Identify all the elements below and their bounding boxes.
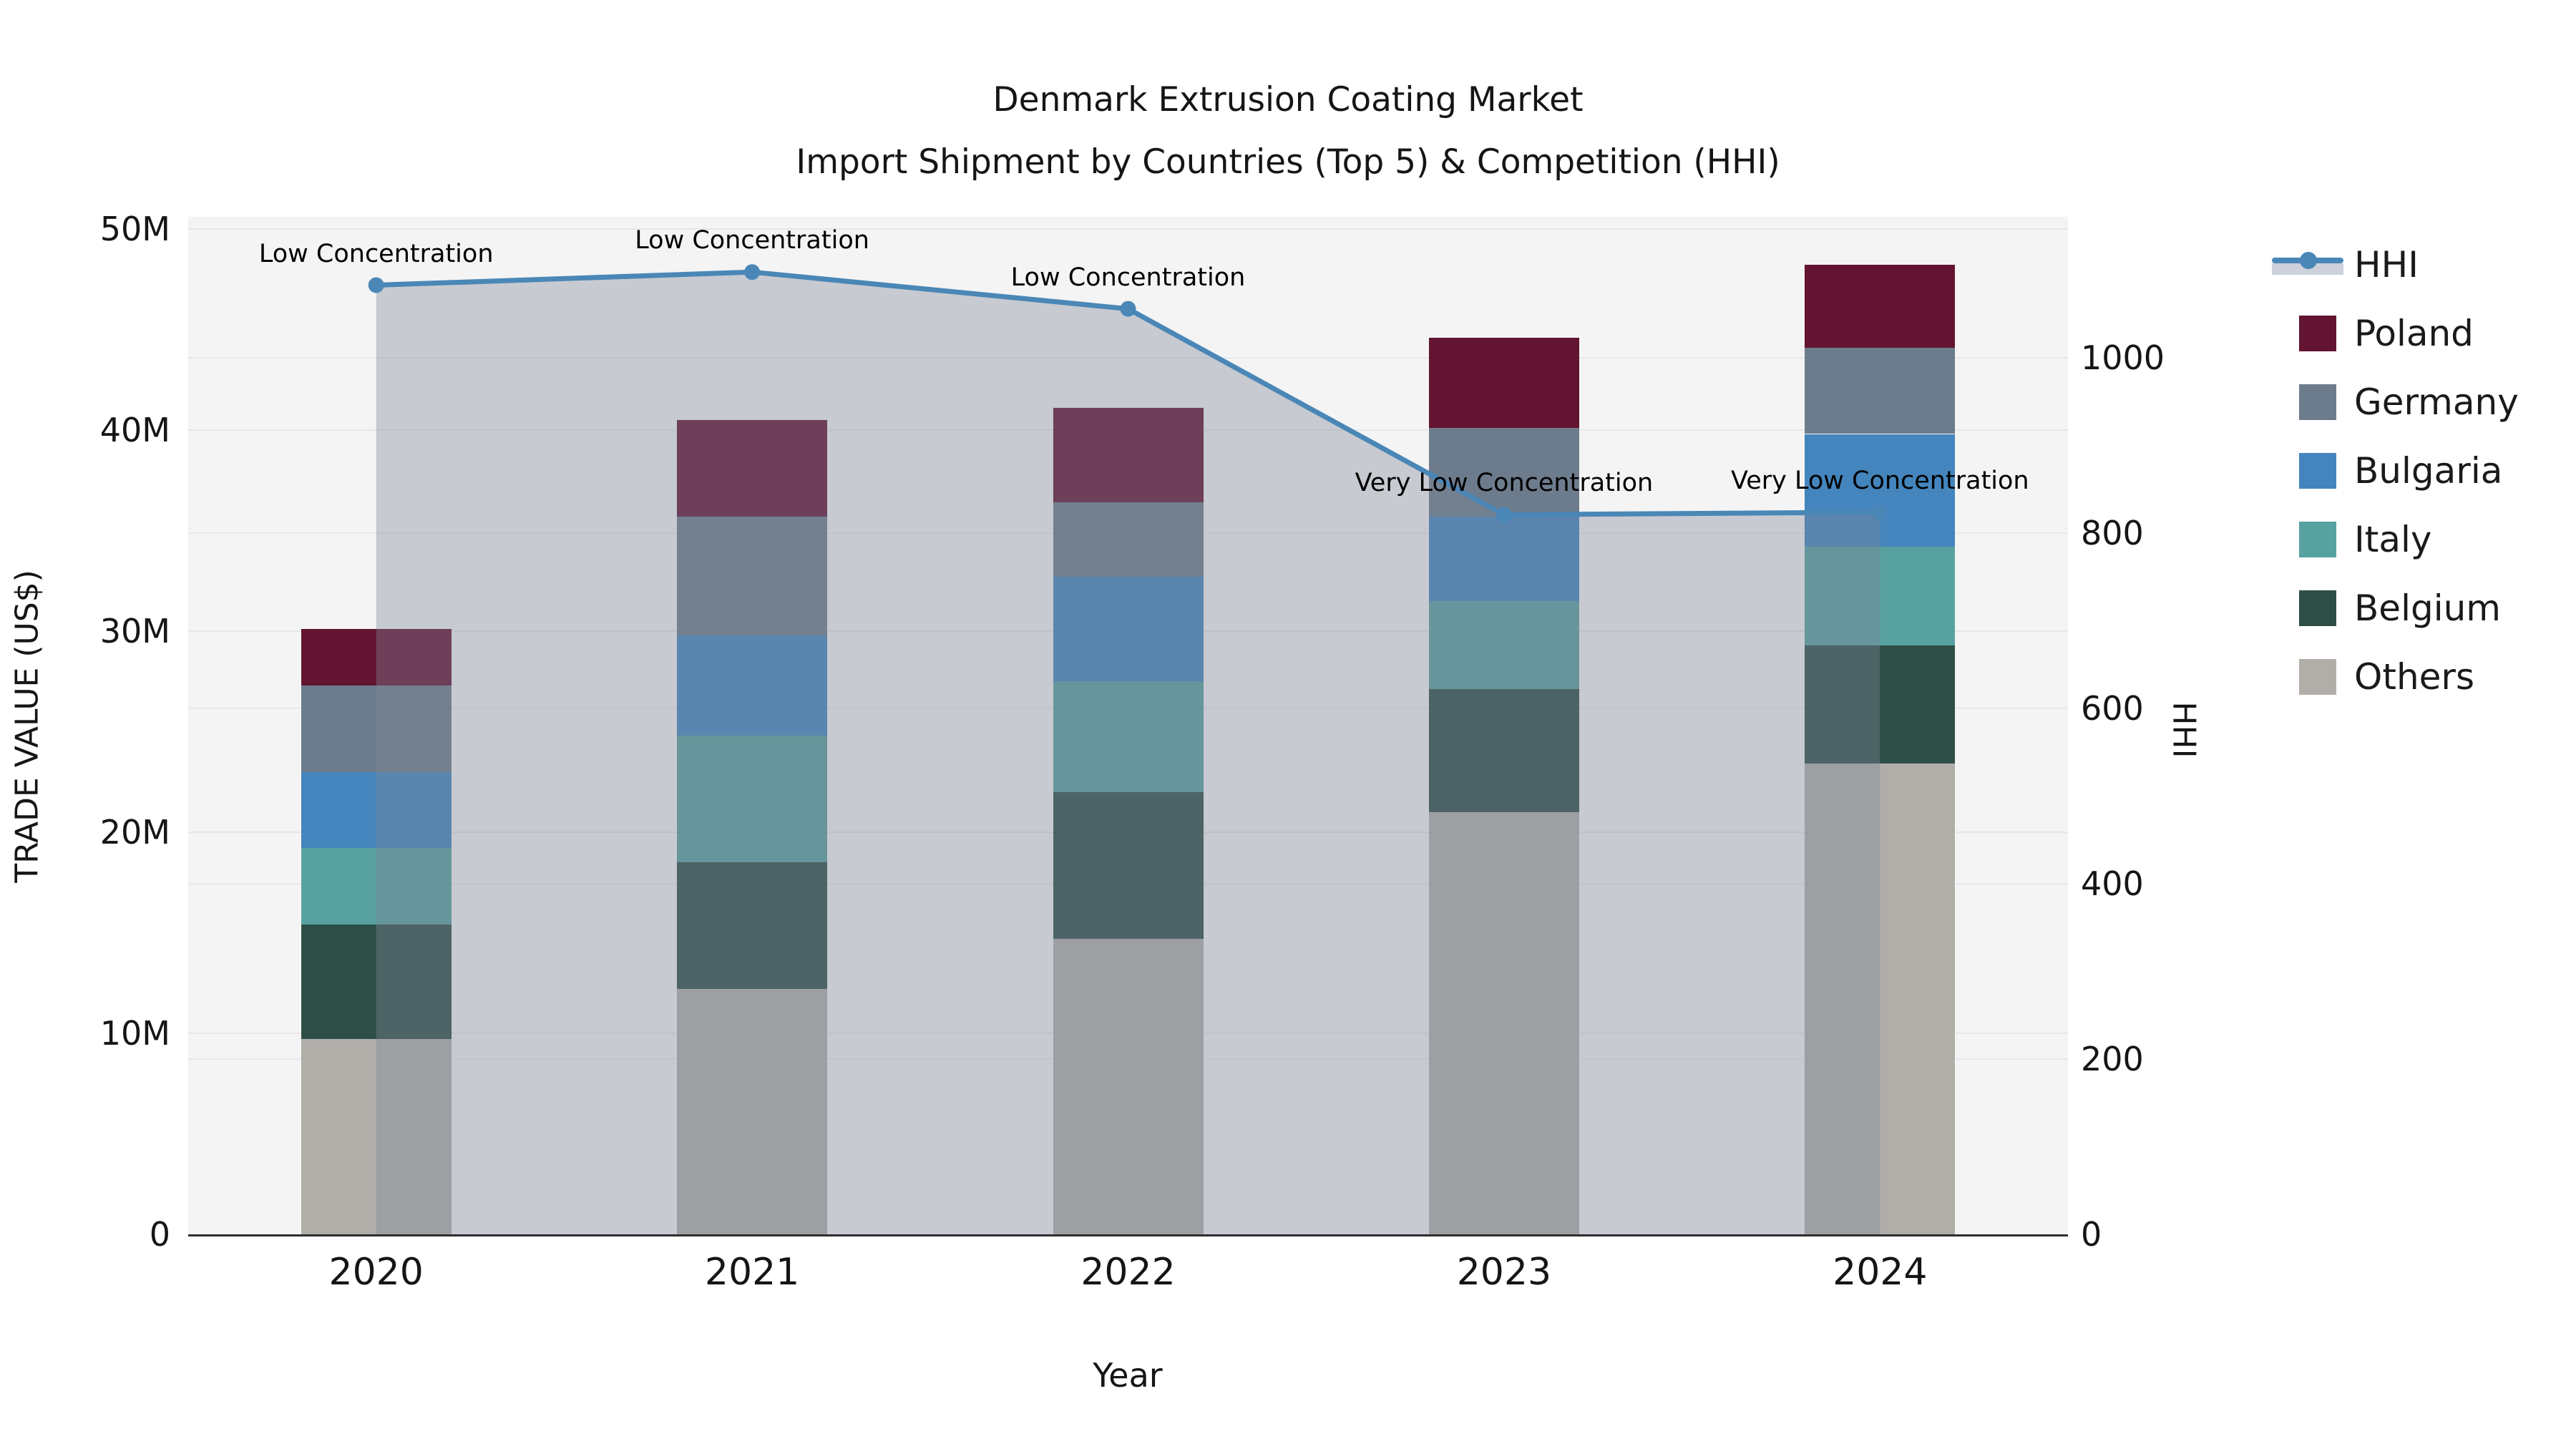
legend-swatch-icon — [2272, 299, 2354, 368]
bar-segment-belgium-2024 — [1805, 645, 1956, 764]
x-axis-spine — [188, 1234, 2068, 1236]
legend-item-others: Others — [2272, 643, 2519, 711]
hhi-overlay — [368, 264, 1888, 1234]
bar-segment-others-2020 — [301, 1039, 452, 1234]
legend-color-swatch — [2299, 316, 2336, 351]
legend-label: Germany — [2354, 381, 2519, 423]
y-tick-right-0: 0 — [2081, 1215, 2102, 1254]
annotation-2023: Very Low Concentration — [1355, 469, 1654, 498]
gridline-left-axis — [188, 228, 2068, 230]
x-tick-2023: 2023 — [1456, 1251, 1552, 1294]
bar-segment-others-2023 — [1428, 811, 1579, 1234]
legend-label: Belgium — [2354, 587, 2501, 629]
bar-segment-germany-2021 — [677, 516, 828, 635]
bar-segment-germany-2022 — [1053, 502, 1204, 577]
legend-item-poland: Poland — [2272, 299, 2519, 368]
legend-swatch-icon — [2272, 505, 2354, 574]
legend-item-italy: Italy — [2272, 505, 2519, 574]
bar-segment-belgium-2022 — [1053, 791, 1204, 939]
hhi-marker-2022 — [1120, 301, 1136, 317]
y-tick-left-0: 0 — [149, 1215, 170, 1254]
bar-segment-others-2021 — [677, 989, 828, 1234]
y-tick-left-10M: 10M — [99, 1013, 170, 1053]
legend-label: Italy — [2354, 519, 2432, 560]
bar-segment-poland-2020 — [301, 629, 452, 686]
legend-swatch-icon — [2272, 368, 2354, 436]
bar-segment-belgium-2023 — [1428, 689, 1579, 812]
annotation-2021: Low Concentration — [635, 226, 869, 255]
bar-segment-bulgaria-2023 — [1428, 516, 1579, 601]
bar-segment-poland-2021 — [677, 419, 828, 517]
bar-segment-italy-2024 — [1805, 546, 1956, 645]
x-tick-2020: 2020 — [328, 1251, 424, 1294]
legend-hhi-area-swatch — [2272, 263, 2343, 275]
x-axis-label: Year — [1093, 1356, 1163, 1395]
bar-segment-others-2022 — [1053, 938, 1204, 1234]
legend-color-swatch — [2299, 659, 2336, 695]
annotation-2020: Low Concentration — [258, 239, 494, 268]
bar-segment-poland-2022 — [1053, 407, 1204, 503]
x-tick-2022: 2022 — [1080, 1251, 1176, 1294]
y-tick-right-1000: 1000 — [2081, 338, 2165, 378]
bar-segment-germany-2023 — [1428, 428, 1579, 517]
y-tick-right-600: 600 — [2081, 689, 2144, 728]
y-tick-left-50M: 50M — [99, 209, 170, 248]
legend-color-swatch — [2299, 453, 2336, 489]
annotation-2022: Low Concentration — [1010, 263, 1246, 292]
legend-item-bulgaria: Bulgaria — [2272, 436, 2519, 505]
legend-label: Poland — [2354, 313, 2474, 354]
legend-label: Others — [2354, 656, 2475, 698]
x-tick-2021: 2021 — [704, 1251, 800, 1294]
bar-segment-italy-2021 — [677, 736, 828, 863]
bar-segment-bulgaria-2020 — [301, 771, 452, 849]
hhi-marker-2024 — [1872, 504, 1888, 520]
legend-color-swatch — [2299, 522, 2336, 557]
bar-segment-bulgaria-2024 — [1805, 434, 1956, 547]
y-tick-left-30M: 30M — [99, 611, 170, 650]
y-axis-label-right: HHI — [2165, 701, 2202, 758]
legend-swatch-icon — [2272, 643, 2354, 711]
bar-segment-bulgaria-2022 — [1053, 577, 1204, 682]
legend-color-swatch — [2299, 384, 2336, 420]
bar-segment-italy-2022 — [1053, 681, 1204, 792]
legend-item-hhi: HHI — [2272, 230, 2519, 299]
hhi-marker-2023 — [1496, 507, 1512, 523]
bar-segment-germany-2020 — [301, 685, 452, 772]
legend-item-belgium: Belgium — [2272, 574, 2519, 643]
bar-segment-poland-2023 — [1428, 337, 1579, 429]
chart-title: Denmark Extrusion Coating Market Import … — [0, 69, 2576, 193]
legend: HHI Poland Germany Bulgaria Italy Belgium Othe… — [2272, 230, 2519, 711]
hhi-marker-2021 — [744, 264, 761, 280]
bar-segment-belgium-2021 — [677, 862, 828, 990]
legend-swatch-icon — [2272, 574, 2354, 643]
bar-segment-others-2024 — [1805, 763, 1956, 1234]
y-tick-left-40M: 40M — [99, 410, 170, 449]
legend-color-swatch — [2299, 590, 2336, 626]
legend-item-germany: Germany — [2272, 368, 2519, 436]
gridline-right-axis — [188, 357, 2068, 359]
bar-segment-belgium-2020 — [301, 924, 452, 1040]
hhi-area-fill — [376, 272, 1880, 1234]
bar-segment-poland-2024 — [1805, 265, 1956, 348]
y-tick-left-20M: 20M — [99, 812, 170, 852]
y-tick-right-800: 800 — [2081, 514, 2144, 553]
bar-segment-germany-2024 — [1805, 347, 1956, 434]
hhi-marker-2020 — [368, 277, 384, 293]
x-tick-2024: 2024 — [1833, 1251, 1928, 1294]
legend-label: Bulgaria — [2354, 450, 2503, 492]
legend-label: HHI — [2354, 244, 2419, 286]
legend-swatch-line-icon — [2272, 230, 2354, 299]
plot-area: Low Concentration Low Concentration Low Co… — [188, 217, 2068, 1234]
bar-segment-italy-2020 — [301, 848, 452, 925]
legend-swatch-icon — [2272, 436, 2354, 505]
bar-segment-bulgaria-2021 — [677, 635, 828, 736]
annotation-2024: Very Low Concentration — [1730, 466, 2029, 495]
chart-title-line1: Denmark Extrusion Coating Market — [992, 80, 1584, 119]
y-tick-right-200: 200 — [2081, 1040, 2144, 1079]
bar-segment-italy-2023 — [1428, 600, 1579, 690]
legend-hhi-marker-swatch — [2300, 252, 2317, 269]
chart-title-line2: Import Shipment by Countries (Top 5) & C… — [796, 142, 1780, 182]
y-tick-right-400: 400 — [2081, 864, 2144, 904]
